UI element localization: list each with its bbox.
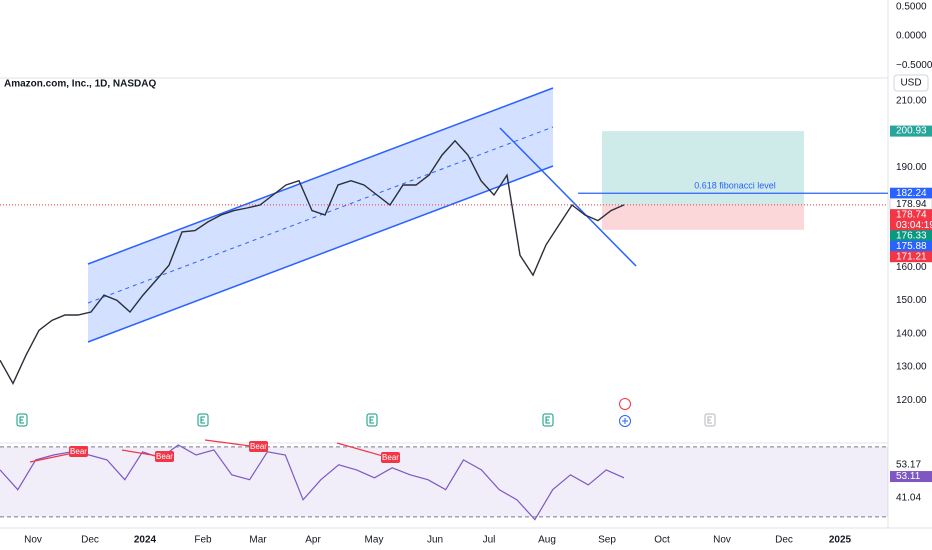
countdown: 03:04:19 xyxy=(896,220,932,231)
x-tick-label: Mar xyxy=(249,535,267,546)
rsi-last-tag xyxy=(890,471,932,483)
bear-tag xyxy=(249,441,268,452)
price-tag-label: 178.74 xyxy=(896,209,927,220)
x-tick-label: May xyxy=(365,535,384,546)
earnings-glyph xyxy=(200,416,205,424)
rsi-line xyxy=(0,444,625,521)
x-tick-label: 2024 xyxy=(134,535,157,546)
bear-label: Bear xyxy=(250,442,267,451)
y-tick-label: −0.5000 xyxy=(896,60,932,71)
bear-label: Bear xyxy=(156,452,173,461)
y-tick-label: 0.5000 xyxy=(896,2,927,13)
price-tag-label: 175.88 xyxy=(896,241,927,252)
earnings-glyph xyxy=(369,416,374,424)
y-tick-label: 150.00 xyxy=(896,295,927,306)
bear-tag xyxy=(69,446,88,457)
earnings-glyph xyxy=(707,416,712,424)
y-tick-label: 130.00 xyxy=(896,362,927,373)
bear-label: Bear xyxy=(70,447,87,456)
x-tick-label: Jul xyxy=(483,535,496,546)
price-tag xyxy=(890,209,932,221)
x-tick-label: Feb xyxy=(194,535,212,546)
countdown-tag xyxy=(890,219,932,231)
earnings-glyph xyxy=(545,416,550,424)
currency-button[interactable] xyxy=(893,74,929,92)
channel-line xyxy=(87,165,554,343)
price-tag xyxy=(890,230,932,242)
add-glyph xyxy=(622,418,628,424)
x-tick-label: Nov xyxy=(713,535,731,546)
price-tag xyxy=(890,251,932,263)
y-tick-label: 190.00 xyxy=(896,162,927,173)
fib-label: 0.618 fibonacci level xyxy=(694,181,776,191)
trend-line xyxy=(499,127,637,267)
price-tag xyxy=(890,240,932,252)
event-icon xyxy=(619,398,631,410)
stop-zone xyxy=(602,204,804,230)
channel-mid xyxy=(87,126,554,304)
x-tick-label: Sep xyxy=(598,535,616,546)
bear-tag xyxy=(155,451,174,462)
price-tag-label: 182.24 xyxy=(896,188,927,199)
price-tag-label: 178.94 xyxy=(896,199,927,210)
y-tick-label: 210.00 xyxy=(896,96,927,107)
x-tick-label: Nov xyxy=(24,535,42,546)
rsi-last-label: 53.11 xyxy=(896,471,921,482)
y-tick-label: 160.00 xyxy=(896,262,927,273)
channel-line xyxy=(87,87,554,265)
x-tick-label: 2025 xyxy=(829,535,852,546)
target-zone xyxy=(602,131,804,205)
rsi-tick-label: 41.04 xyxy=(896,492,921,503)
price-line xyxy=(0,139,625,386)
price-tag-label: 171.21 xyxy=(896,251,927,262)
bear-label: Bear xyxy=(382,453,399,462)
x-tick-label: Aug xyxy=(538,535,556,546)
earnings-glyph xyxy=(19,416,24,424)
y-tick-label: 140.00 xyxy=(896,328,927,339)
price-tag xyxy=(890,125,932,137)
price-tag-label: 176.33 xyxy=(896,230,927,241)
x-tick-label: Apr xyxy=(305,535,321,546)
x-tick-label: Dec xyxy=(775,535,793,546)
rsi-tick-label: 53.17 xyxy=(896,460,921,471)
x-tick-label: Jun xyxy=(427,535,443,546)
chart-title: Amazon.com, Inc., 1D, NASDAQ xyxy=(4,79,156,90)
price-tag-label: 200.93 xyxy=(896,126,927,137)
x-tick-label: Dec xyxy=(81,535,99,546)
currency[interactable]: USD xyxy=(900,78,921,89)
price-tag xyxy=(890,187,932,199)
x-tick-label: Oct xyxy=(654,535,670,546)
y-tick-label: 120.00 xyxy=(896,395,927,406)
y-tick-label: 0.0000 xyxy=(896,31,927,42)
bear-tag xyxy=(381,452,400,463)
rsi-band xyxy=(0,446,888,517)
